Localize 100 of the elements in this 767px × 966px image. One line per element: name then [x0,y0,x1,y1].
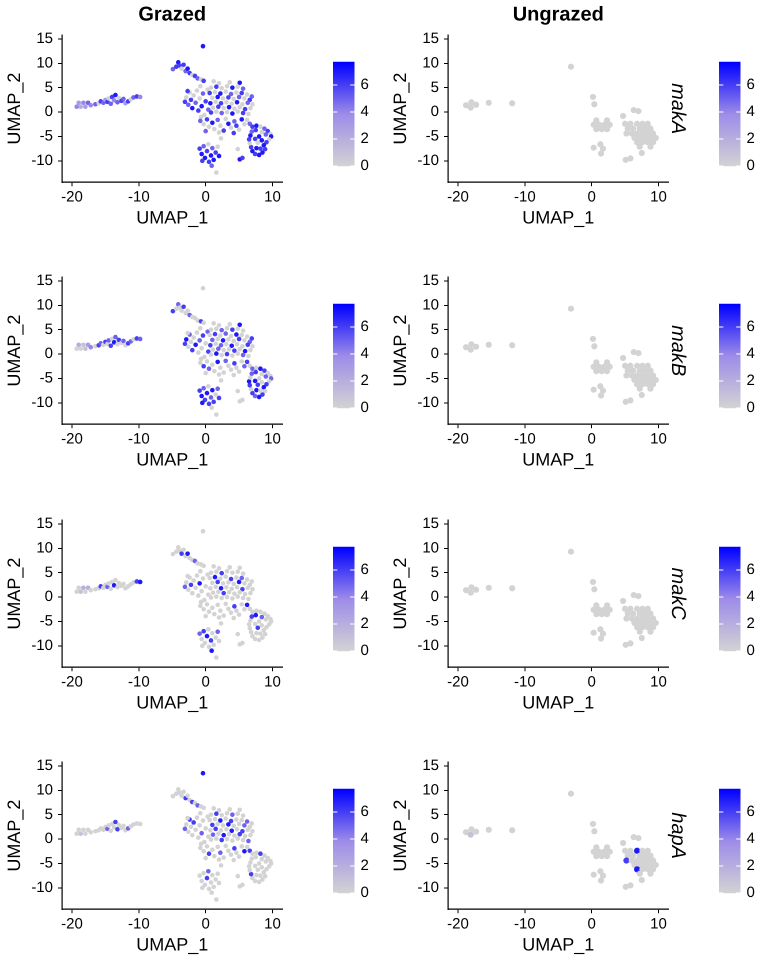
point [509,827,516,834]
y-tick-label: 15 [422,757,439,774]
point [462,829,470,836]
point [468,832,474,838]
y-tick-label: 15 [422,272,439,290]
y-tick-label: 5 [44,806,53,823]
point [468,341,474,348]
color-bar-label: 2 [746,857,755,874]
y-tick-label: 0 [44,345,53,362]
point [472,586,480,593]
point [644,606,651,612]
color-bar-label: 4 [360,103,369,120]
point [600,630,606,637]
point [635,592,642,600]
x-tick-label: 10 [650,430,667,448]
point [468,104,474,111]
x-axis-title: UMAP_1 [136,207,208,228]
point [636,870,643,877]
y-tick-label: 15 [422,30,439,48]
y-tick-label: 10 [422,781,439,798]
x-tick-label: -20 [61,188,83,206]
point [644,848,651,854]
y-tick-label: -5 [426,370,439,387]
point [509,100,516,106]
point [644,120,651,127]
color-bar-label: 4 [746,103,755,120]
color-bar-label: 4 [360,830,369,848]
point [647,368,654,374]
point [590,630,597,636]
point [486,584,492,591]
point [650,139,656,146]
color-bar-label: 4 [360,588,369,606]
y-tick-label: 0 [430,830,439,848]
y-tick-label: 0 [44,830,53,848]
point [620,112,626,120]
point [593,611,600,618]
point [627,397,634,404]
y2-axis-title: makB [667,325,690,376]
y2-axis-title: makA [667,83,690,134]
point [591,586,598,592]
color-bar-label: 2 [746,130,755,148]
chart-title: Grazed [138,4,206,26]
point [627,882,634,888]
y-tick-label: 0 [430,103,439,120]
point [647,610,654,617]
point [627,362,634,369]
x-axis-title: UMAP_1 [522,449,594,470]
x-tick-label: -10 [128,915,150,932]
point [590,820,596,828]
x-tick-label: -10 [514,430,536,448]
point [638,876,645,884]
x-tick-label: -10 [514,915,536,932]
point [597,141,604,148]
x-tick-label: 10 [264,430,281,448]
point [600,388,606,394]
y-tick-label: 0 [44,103,53,120]
y-tick-label: -5 [40,612,53,630]
color-bar-label: 4 [360,345,369,362]
point [622,362,628,369]
y-tick-label: 5 [430,320,439,338]
y-tick-label: -5 [40,370,53,387]
point [647,144,654,150]
x-axis-title: UMAP_1 [522,692,594,712]
color-bar-label: 6 [746,318,755,336]
y-tick-label: -5 [40,128,53,145]
point [591,101,598,108]
point [604,853,610,860]
point [604,368,610,374]
point [623,615,630,622]
y-tick-label: -10 [417,878,439,896]
y-tick-label: -10 [31,394,53,411]
y-tick-label: -10 [31,636,53,654]
y-tick-label: -5 [426,854,439,872]
color-bar-label: 0 [360,884,369,902]
x-tick-label: -20 [447,915,469,932]
point [593,853,600,860]
point [568,306,574,312]
x-tick-label: 0 [587,430,596,448]
y-tick-label: 5 [430,78,439,96]
point [623,372,630,379]
point [468,590,474,596]
color-bar-label: 2 [360,857,369,874]
color-bar-label: 0 [360,399,369,416]
point [627,155,634,162]
point [652,862,659,868]
point [620,840,626,846]
x-tick-label: -10 [514,673,536,690]
y-tick-label: -5 [40,854,53,872]
point [509,342,516,348]
point [462,587,470,594]
point [568,548,574,555]
x-axis-title: UMAP_1 [522,934,594,954]
point [468,346,474,353]
point [650,624,656,630]
color-bar-label: 4 [746,830,755,848]
x-tick-label: -20 [61,915,83,932]
point [627,120,634,127]
x-tick-label: 10 [264,915,281,932]
point [468,584,474,590]
point [634,606,640,612]
